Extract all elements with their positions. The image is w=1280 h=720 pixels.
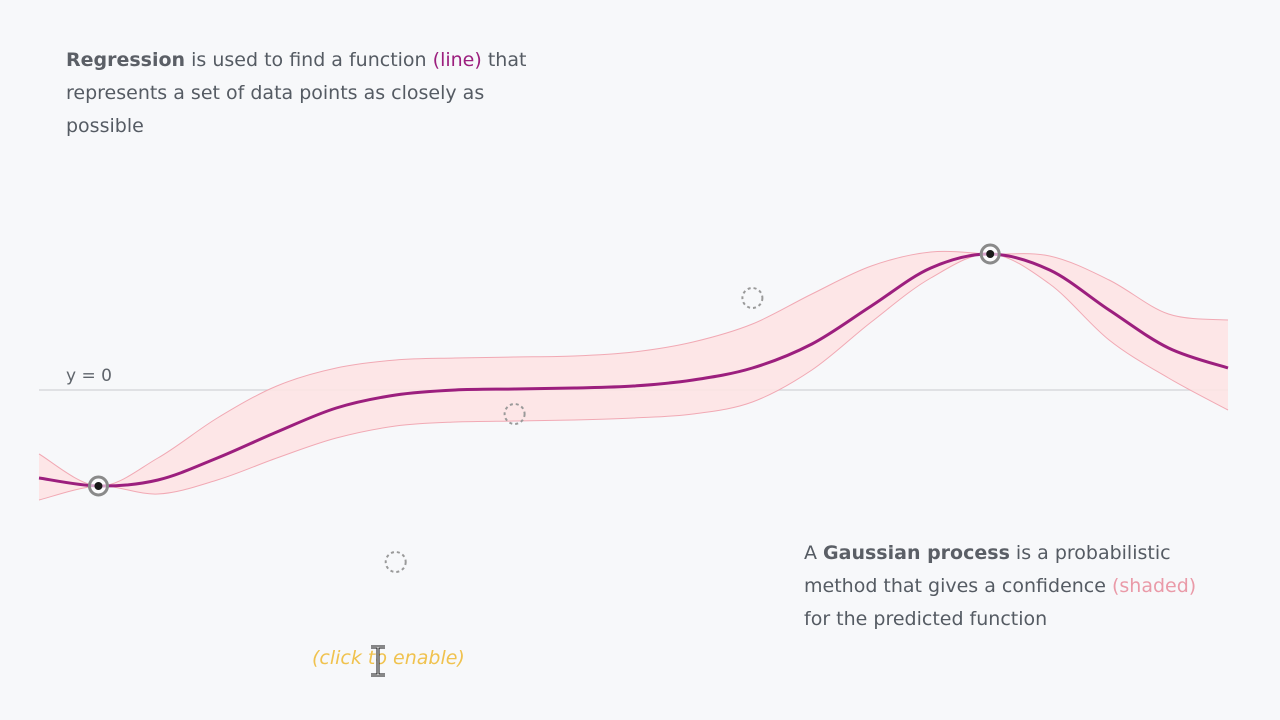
confidence-band-upper-edge bbox=[38, 250, 1229, 487]
gp-text-suffix: for the predicted function bbox=[804, 608, 1048, 630]
regression-term: Regression bbox=[66, 49, 186, 71]
data-points[interactable] bbox=[87, 243, 1001, 573]
observed-point[interactable] bbox=[87, 475, 109, 497]
gp-text-middle: is a probabilistic method that gives a c… bbox=[804, 542, 1171, 597]
click-to-enable-hint[interactable]: (click to enable) bbox=[312, 647, 465, 669]
zero-line-label: y = 0 bbox=[66, 366, 112, 386]
shaded-legend-word: (shaded) bbox=[1111, 575, 1197, 597]
candidate-point[interactable] bbox=[741, 287, 764, 309]
gaussian-process-term: Gaussian process bbox=[823, 542, 1010, 564]
observed-point[interactable] bbox=[979, 243, 1001, 265]
text-cursor-icon bbox=[371, 645, 385, 677]
gaussian-process-explanation: A Gaussian process is a probabilistic me… bbox=[804, 537, 1224, 636]
confidence-band-lower-edge bbox=[38, 253, 1229, 501]
line-legend-word: (line) bbox=[432, 49, 482, 71]
regression-text-2: that represents a set of data points as … bbox=[66, 49, 527, 137]
confidence-band bbox=[39, 251, 1228, 500]
gp-text-prefix: A bbox=[804, 542, 824, 564]
regression-text-1: is used to find a function bbox=[185, 49, 433, 71]
candidate-point[interactable] bbox=[384, 551, 407, 573]
mean-function-line bbox=[38, 252, 1229, 488]
candidate-point[interactable] bbox=[503, 403, 526, 425]
regression-explanation: Regression is used to find a function (l… bbox=[66, 44, 536, 143]
